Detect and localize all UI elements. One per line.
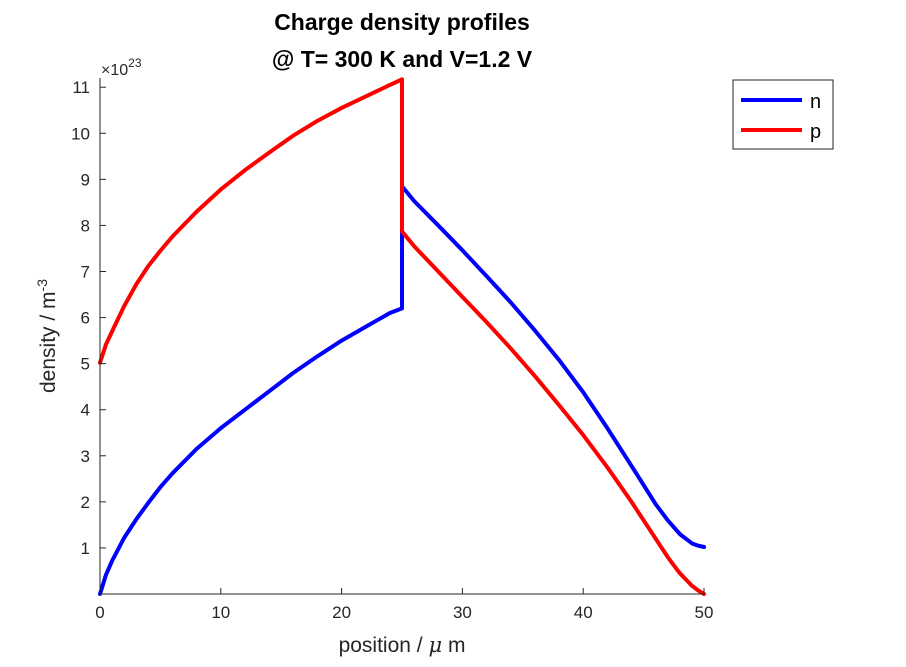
x-axis-label: position / μ m bbox=[339, 633, 466, 657]
legend-label-p: p bbox=[810, 121, 821, 143]
chart-title-line-1: Charge density profiles bbox=[274, 9, 530, 35]
axes-layer bbox=[99, 78, 704, 595]
x-tick-label: 0 bbox=[95, 603, 104, 622]
y-axis-multiplier-base: ×10 bbox=[101, 62, 128, 79]
y-tick-label: 9 bbox=[81, 170, 90, 189]
y-tick-label: 10 bbox=[71, 124, 90, 143]
y-tick-label: 3 bbox=[81, 447, 90, 466]
x-tick-label: 40 bbox=[574, 603, 593, 622]
y-tick-label: 11 bbox=[72, 78, 90, 97]
x-tick-label: 30 bbox=[453, 603, 472, 622]
y-axis-label-sup: -3 bbox=[34, 279, 50, 292]
y-tick-label: 6 bbox=[81, 309, 90, 328]
y-tick-label: 1 bbox=[81, 539, 90, 558]
series-line-p bbox=[98, 77, 706, 596]
y-axis-label-text: density / m bbox=[37, 291, 60, 393]
y-axis-multiplier-exponent: 23 bbox=[128, 56, 142, 70]
chart-title-line-2: @ T= 300 K and V=1.2 V bbox=[272, 46, 533, 72]
x-axis-label-unit: m bbox=[442, 634, 465, 657]
y-tick-label: 2 bbox=[81, 493, 90, 512]
legend-label-n: n bbox=[810, 91, 821, 113]
series-line-n bbox=[98, 184, 706, 596]
legend: n p bbox=[732, 79, 834, 150]
legend-box bbox=[732, 79, 834, 150]
y-tick-label: 4 bbox=[81, 401, 90, 420]
x-tick-label: 10 bbox=[211, 603, 230, 622]
series-layer bbox=[98, 77, 706, 596]
y-tick-label: 7 bbox=[81, 263, 90, 282]
x-tick-label: 20 bbox=[332, 603, 351, 622]
x-axis-label-text: position / bbox=[339, 634, 429, 657]
y-axis-multiplier: ×1023 bbox=[101, 56, 142, 79]
y-tick-label: 8 bbox=[81, 216, 90, 235]
ticks-layer: 0 10 20 30 40 50 1 2 3 4 5 6 7 8 9 10 11 bbox=[71, 78, 713, 622]
x-tick-label: 50 bbox=[695, 603, 714, 622]
x-axis-label-symbol: μ bbox=[428, 633, 442, 657]
y-axis-label: density / m-3 bbox=[34, 279, 60, 393]
y-tick-label: 5 bbox=[81, 355, 90, 374]
